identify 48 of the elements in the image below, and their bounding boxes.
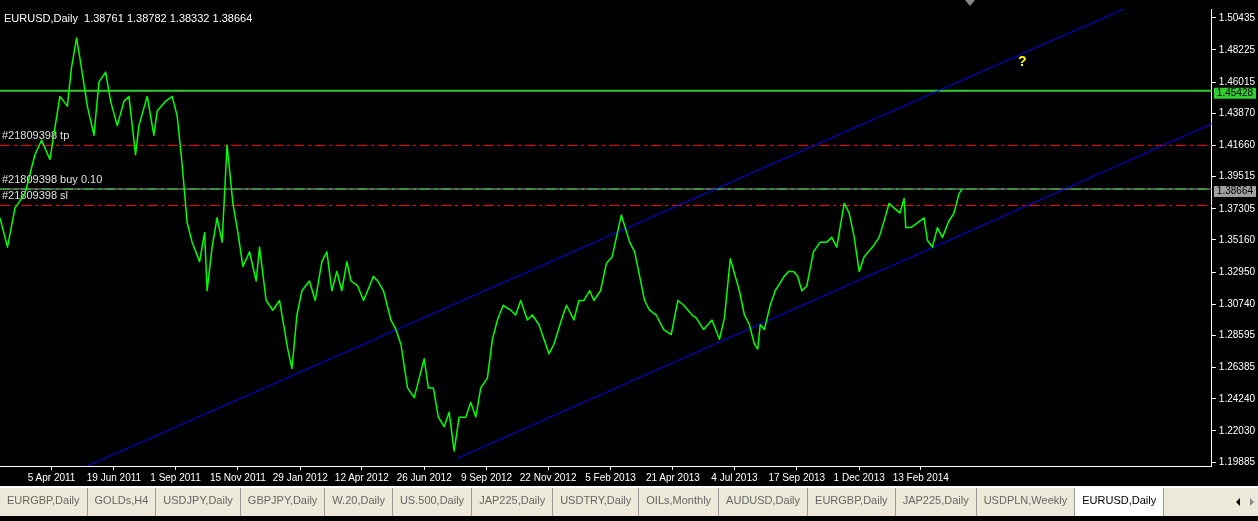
y-tick-label: 1.48225 [1218,43,1256,55]
text: EURGBP,Daily [0,488,88,516]
x-tick-label: 21 Apr 2013 [645,471,701,483]
y-tick-label: 1.30740 [1218,298,1256,310]
text: W.20,Daily [325,488,393,516]
x-tick-label: 5 Apr 2011 [27,471,76,483]
text: JAP225,Daily [472,488,554,516]
x-tick-label: 15 Nov 2011 [209,471,267,483]
text: AUDUSD,Daily [719,488,809,516]
x-tick-label: 29 Jan 2012 [272,471,329,483]
text: EURUSD,Daily [1075,488,1165,516]
x-tick-label: 19 Jun 2011 [86,471,142,483]
text: GOLDs,H4 [87,488,157,516]
x-tick-label: 26 Jun 2012 [396,471,453,483]
text: OILs,Monthly [639,488,720,516]
text: USDJPY,Daily [156,488,241,516]
y-tick-label: 1.39515 [1218,170,1256,182]
y-tick-label: 1.28595 [1218,329,1256,341]
text: USDPLN,Weekly [976,488,1076,516]
x-tick-label: 17 Sep 2013 [768,471,826,483]
text: USDTRY,Daily [553,488,640,516]
ref-line-label: 1.45428 [1216,86,1254,98]
y-tick-label: 1.50435 [1218,11,1256,23]
y-tick-label: 1.37305 [1218,202,1256,214]
y-tick-label: 1.41660 [1218,139,1256,151]
y-tick-label: 1.24240 [1218,392,1256,404]
text: US.500,Daily [392,488,473,516]
text: EURGBP,Daily [808,488,896,516]
x-tick-label: 22 Nov 2012 [519,471,577,483]
y-tick-label: 1.43870 [1218,107,1256,119]
x-tick-label: 13 Feb 2014 [892,471,950,483]
y-tick-label: 1.46015 [1218,75,1256,87]
annotation: ? [1017,52,1027,69]
y-tick-label: 1.26385 [1218,361,1256,373]
text: JAP225,Daily [895,488,977,516]
x-tick-label: 5 Feb 2013 [585,471,637,483]
x-tick-label: 1 Dec 2013 [833,471,886,483]
x-tick-label: 4 Jul 2013 [711,471,758,483]
y-tick-label: 1.32950 [1218,265,1256,277]
text: GBPJPY,Daily [240,488,326,516]
y-tick-label: 1.22030 [1218,424,1256,436]
x-tick-label: 9 Sep 2012 [460,471,513,483]
chart-title: EURUSD,Daily 1.38761 1.38782 1.38332 1.38664 [4,11,253,24]
y-tick-label: 1.35160 [1218,233,1256,245]
x-tick-label: 12 Apr 2012 [334,471,390,483]
ref-line-label: 1.38664 [1216,185,1254,197]
y-tick-label: 1.19885 [1218,455,1256,467]
x-tick-label: 1 Sep 2011 [150,471,202,483]
